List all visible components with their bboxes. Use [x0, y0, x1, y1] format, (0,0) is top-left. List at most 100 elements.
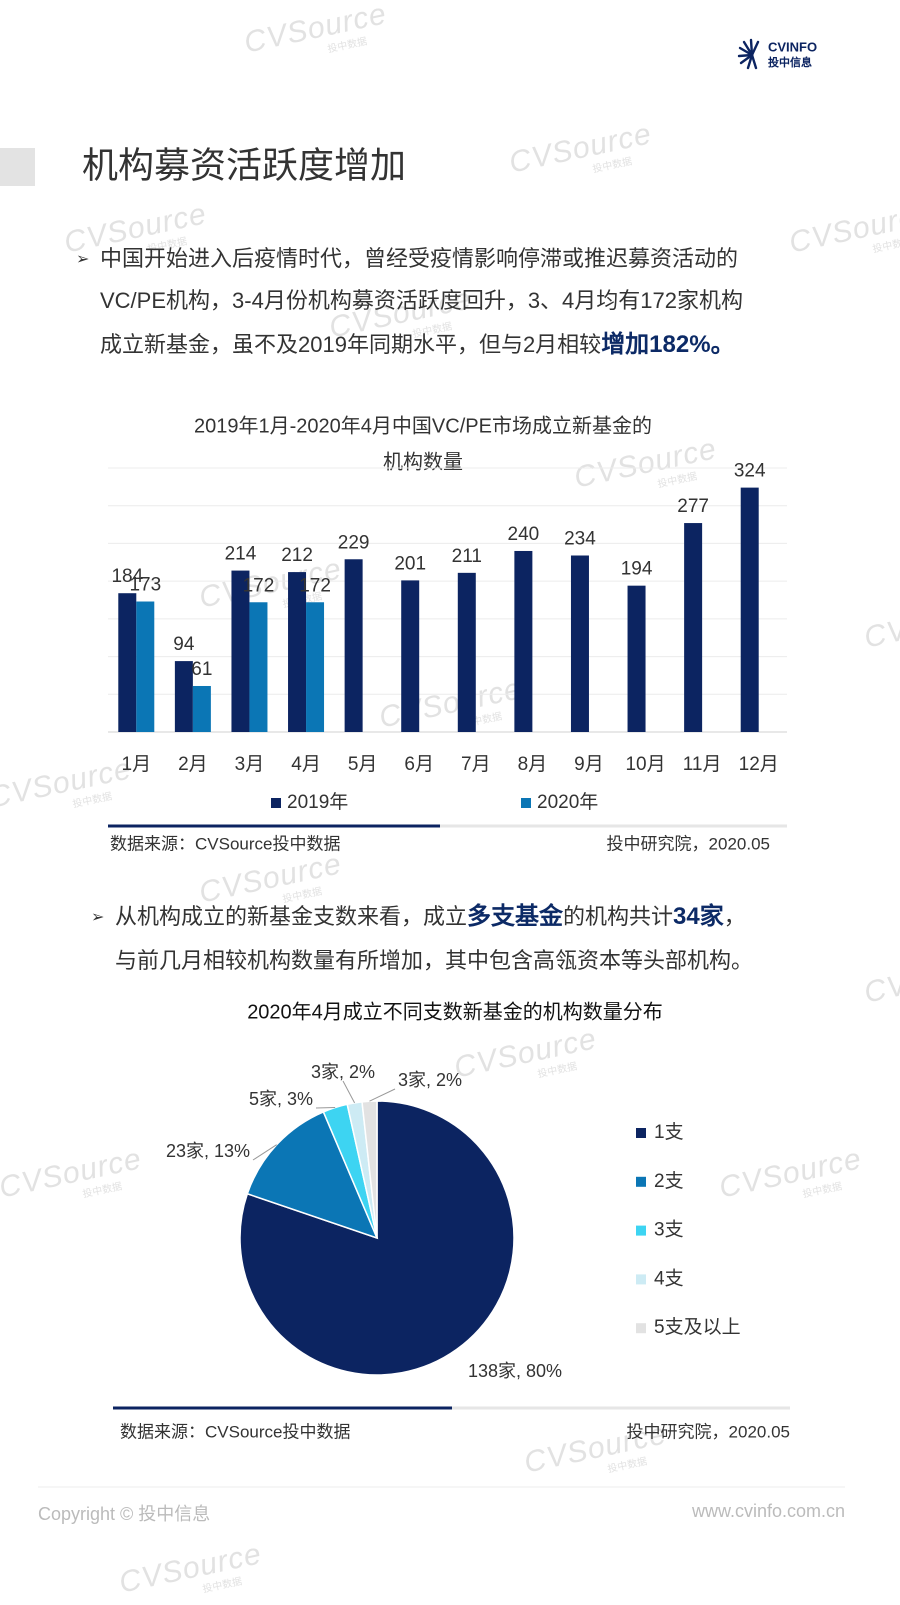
logo: CVINFO 投中信息 [739, 39, 817, 68]
value-label: 194 [621, 559, 653, 580]
legend-label: 2支 [654, 1170, 684, 1192]
watermark: CVSource投中数据 [716, 1142, 867, 1217]
value-label: 3家, 2% [398, 1070, 462, 1090]
bar [249, 602, 267, 732]
legend-swatch [636, 1274, 646, 1284]
legend-swatch [636, 1177, 646, 1187]
emphasis: 34家 [673, 902, 724, 930]
watermark-brand: CVSource [116, 1537, 264, 1599]
legend-swatch [271, 798, 281, 808]
bar [458, 573, 476, 732]
legend-swatch [636, 1128, 646, 1138]
watermark: CVSource投中数据 [0, 1142, 147, 1217]
legend-label: 3支 [654, 1219, 684, 1241]
watermark-brand: CVSource [451, 1022, 599, 1084]
text-run: 中国开始进入后疫情时代，曾经受疫情影响停滞或推迟募资活动的 [100, 246, 738, 271]
watermark: CVSource投中数据 [861, 592, 900, 667]
x-tick-label: 12月 [739, 754, 779, 775]
credit: 投中研究院，2020.05 [627, 1422, 790, 1441]
paragraph-line: VC/PE机构，3-4月份机构募资活跃度回升，3、4月均有172家机构 [100, 288, 743, 313]
emphasis: 多支基金 [467, 902, 564, 930]
x-tick-label: 4月 [291, 754, 321, 775]
text-run: 成立新基金，虽不及2019年同期水平，但与2月相较 [100, 332, 601, 357]
watermark-brand: CVSource [716, 1142, 864, 1204]
value-label: 324 [734, 461, 766, 482]
bar [306, 602, 324, 732]
value-label: 229 [338, 532, 370, 553]
bar [118, 593, 136, 732]
logo-brand: CVINFO [768, 39, 817, 54]
bar [684, 523, 702, 732]
x-tick-label: 1月 [122, 754, 152, 775]
heading-marker [0, 148, 35, 186]
bar [401, 580, 419, 732]
logo-name: 投中信息 [768, 55, 812, 69]
value-label: 138家, 80% [468, 1361, 562, 1381]
value-label: 3家, 2% [311, 1062, 375, 1082]
watermark: CVSource投中数据 [506, 117, 657, 192]
bar [741, 488, 759, 732]
value-label: 173 [129, 575, 161, 596]
value-label: 234 [564, 529, 596, 550]
logo-icon [739, 40, 758, 68]
value-label: 277 [677, 496, 709, 517]
watermark-brand: CVSource [241, 0, 389, 60]
legend-label: 2020年 [537, 791, 598, 813]
paragraph-line: 成立新基金，虽不及2019年同期水平，但与2月相较增加182%。 [100, 330, 735, 358]
value-label: 5家, 3% [249, 1089, 313, 1109]
watermark: CVSource投中数据 [0, 752, 137, 827]
legend-label: 5支及以上 [654, 1316, 741, 1338]
watermark-brand: CVSource [571, 432, 719, 494]
paragraph-line: 与前几月相较机构数量有所增加，其中包含高瓴资本等头部机构。 [115, 948, 753, 973]
text-run: ， [724, 904, 746, 929]
watermark: CVSource投中数据 [241, 0, 392, 72]
watermark-brand: CVSource [0, 1142, 145, 1204]
heading: 机构募资活跃度增加 [82, 145, 406, 186]
watermark-brand: CVSource [196, 847, 344, 909]
bar [514, 551, 532, 732]
legend-label: 2019年 [287, 791, 348, 813]
watermark-brand: CVSource [861, 947, 900, 1009]
credit: 投中研究院，2020.05 [607, 834, 770, 853]
value-label: 94 [173, 634, 195, 655]
watermark: CVSource投中数据 [861, 947, 900, 1022]
watermark: CVSource投中数据 [786, 197, 900, 272]
legend-swatch [636, 1226, 646, 1236]
text-run: 从机构成立的新基金支数来看，成立 [115, 904, 467, 929]
leader-line [369, 1089, 395, 1101]
bullet: ➢ [91, 909, 104, 926]
bar [136, 602, 154, 732]
value-label: 61 [191, 659, 212, 680]
x-tick-label: 2月 [178, 754, 208, 775]
value-label: 211 [452, 546, 482, 567]
watermark-brand: CVSource [861, 592, 900, 654]
x-tick-label: 11月 [683, 754, 722, 775]
chart-title: 2020年4月成立不同支数新基金的机构数量分布 [247, 1000, 663, 1023]
value-label: 172 [243, 575, 275, 596]
legend-swatch [636, 1323, 646, 1333]
watermark: CVSource投中数据 [451, 1022, 602, 1097]
watermark: CVSource投中数据 [376, 672, 527, 747]
value-label: 23家, 13% [166, 1141, 250, 1161]
x-tick-label: 10月 [625, 754, 665, 775]
x-tick-label: 3月 [235, 754, 265, 775]
source: 数据来源：CVSource投中数据 [120, 1422, 350, 1441]
source: 数据来源：CVSource投中数据 [110, 834, 340, 853]
leader-line [343, 1081, 355, 1103]
x-tick-label: 8月 [518, 754, 548, 775]
x-tick-label: 7月 [461, 754, 491, 775]
bar [193, 686, 211, 732]
chart-title: 2019年1月-2020年4月中国VC/PE市场成立新基金的 [194, 414, 652, 437]
bar [571, 555, 589, 732]
footer-url: www.cvinfo.com.cn [691, 1501, 845, 1521]
legend-label: 1支 [654, 1121, 684, 1143]
watermark-brand: CVSource [376, 672, 524, 734]
paragraph-line: 从机构成立的新基金支数来看，成立多支基金的机构共计34家， [115, 902, 746, 930]
emphasis: 增加182%。 [601, 330, 734, 358]
value-label: 172 [299, 575, 331, 596]
text-run: 与前几月相较机构数量有所增加，其中包含高瓴资本等头部机构。 [115, 948, 753, 973]
bar [175, 661, 193, 732]
